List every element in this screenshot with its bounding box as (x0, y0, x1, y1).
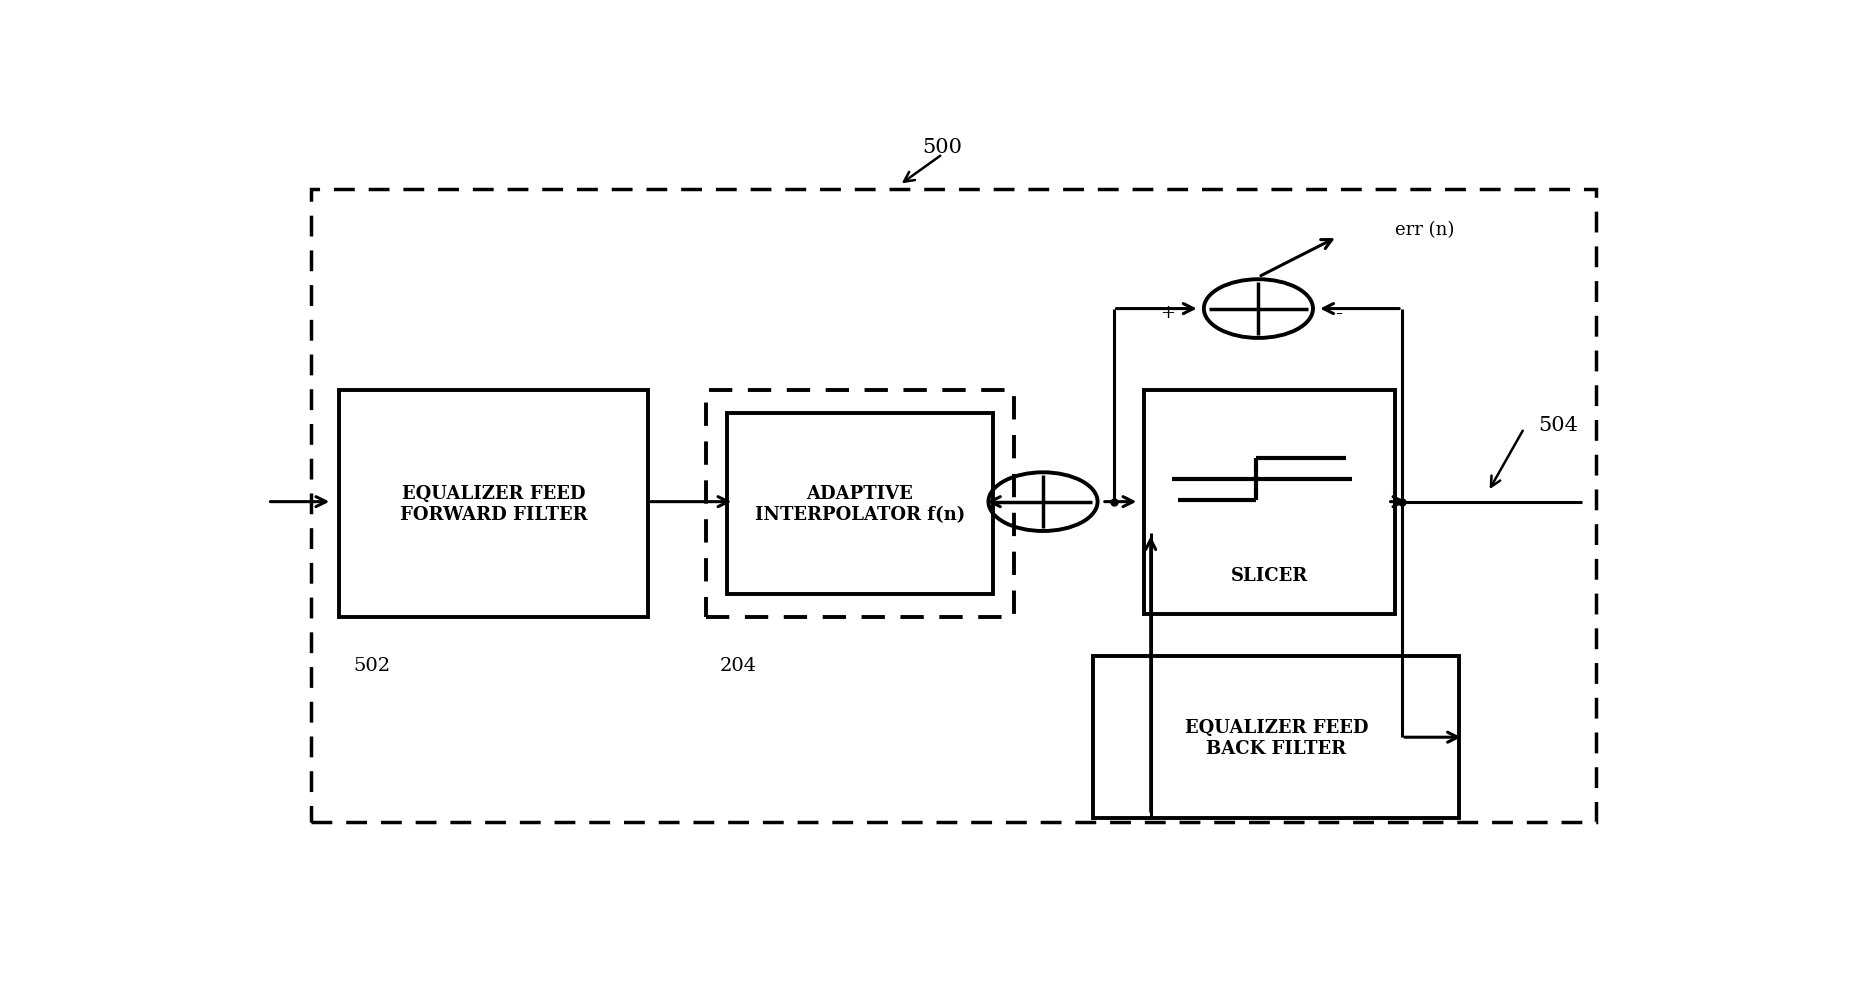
Bar (706, 391, 1014, 618)
Bar (1143, 391, 1395, 614)
Text: SLICER: SLICER (1230, 566, 1308, 584)
Text: EQUALIZER FEED
BACK FILTER: EQUALIZER FEED BACK FILTER (1184, 718, 1368, 757)
Text: ADAPTIVE
INTERPOLATOR f(n): ADAPTIVE INTERPOLATOR f(n) (754, 485, 965, 523)
Text: EQUALIZER FEED
FORWARD FILTER: EQUALIZER FEED FORWARD FILTER (400, 485, 587, 523)
Bar (1093, 656, 1460, 819)
Bar (311, 189, 1595, 823)
Text: 504: 504 (1538, 416, 1579, 435)
Text: -: - (1336, 304, 1342, 323)
Text: +: + (1160, 305, 1175, 322)
Text: 500: 500 (923, 137, 962, 156)
Text: 502: 502 (354, 656, 391, 674)
Bar (339, 391, 649, 618)
Bar (726, 414, 993, 595)
Text: 204: 204 (719, 656, 758, 674)
Text: err (n): err (n) (1395, 220, 1455, 238)
